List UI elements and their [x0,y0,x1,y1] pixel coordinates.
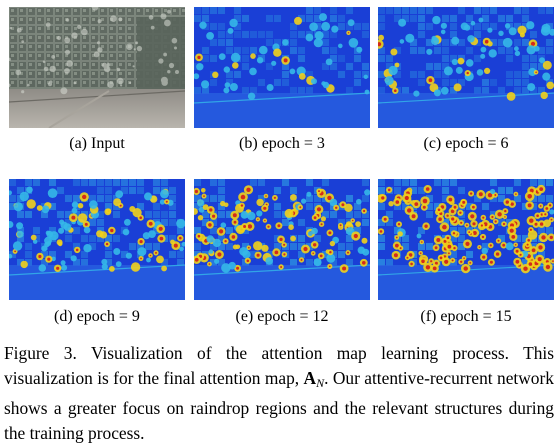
subfigure-label: (a) Input [69,135,125,152]
subfigure-label: (f) epoch = 15 [420,308,512,325]
attention-map-epoch-6 [378,7,554,128]
figure-label: Figure 3. [4,343,77,363]
caption-text-part1: Visualization of the attention map learn… [4,343,554,388]
input-photo [9,7,185,128]
subfigure-label: (b) epoch = 3 [239,135,325,152]
attention-heatmap [378,179,554,300]
attention-heatmap [378,7,554,128]
attention-heatmap [9,179,185,300]
attention-map-epoch-3 [194,7,370,128]
math-subscript: N [316,376,325,390]
attention-heatmap [194,7,370,128]
attention-map-epoch-15 [378,179,554,300]
attention-heatmap [194,179,370,300]
caption-text-part2: . Our attentive-recurrent network shows … [4,368,554,443]
subfigure-label: (c) epoch = 6 [423,135,509,152]
attention-map-epoch-12 [194,179,370,300]
input-image [9,7,185,128]
math-symbol: A [303,368,317,388]
attention-map-epoch-9 [9,179,185,300]
figure-caption: Figure 3. Visualization of the attention… [4,341,554,446]
subfigure-label: (d) epoch = 9 [54,308,140,325]
math-attention-map: AN [303,368,325,390]
subfigure-label: (e) epoch = 12 [235,308,329,325]
